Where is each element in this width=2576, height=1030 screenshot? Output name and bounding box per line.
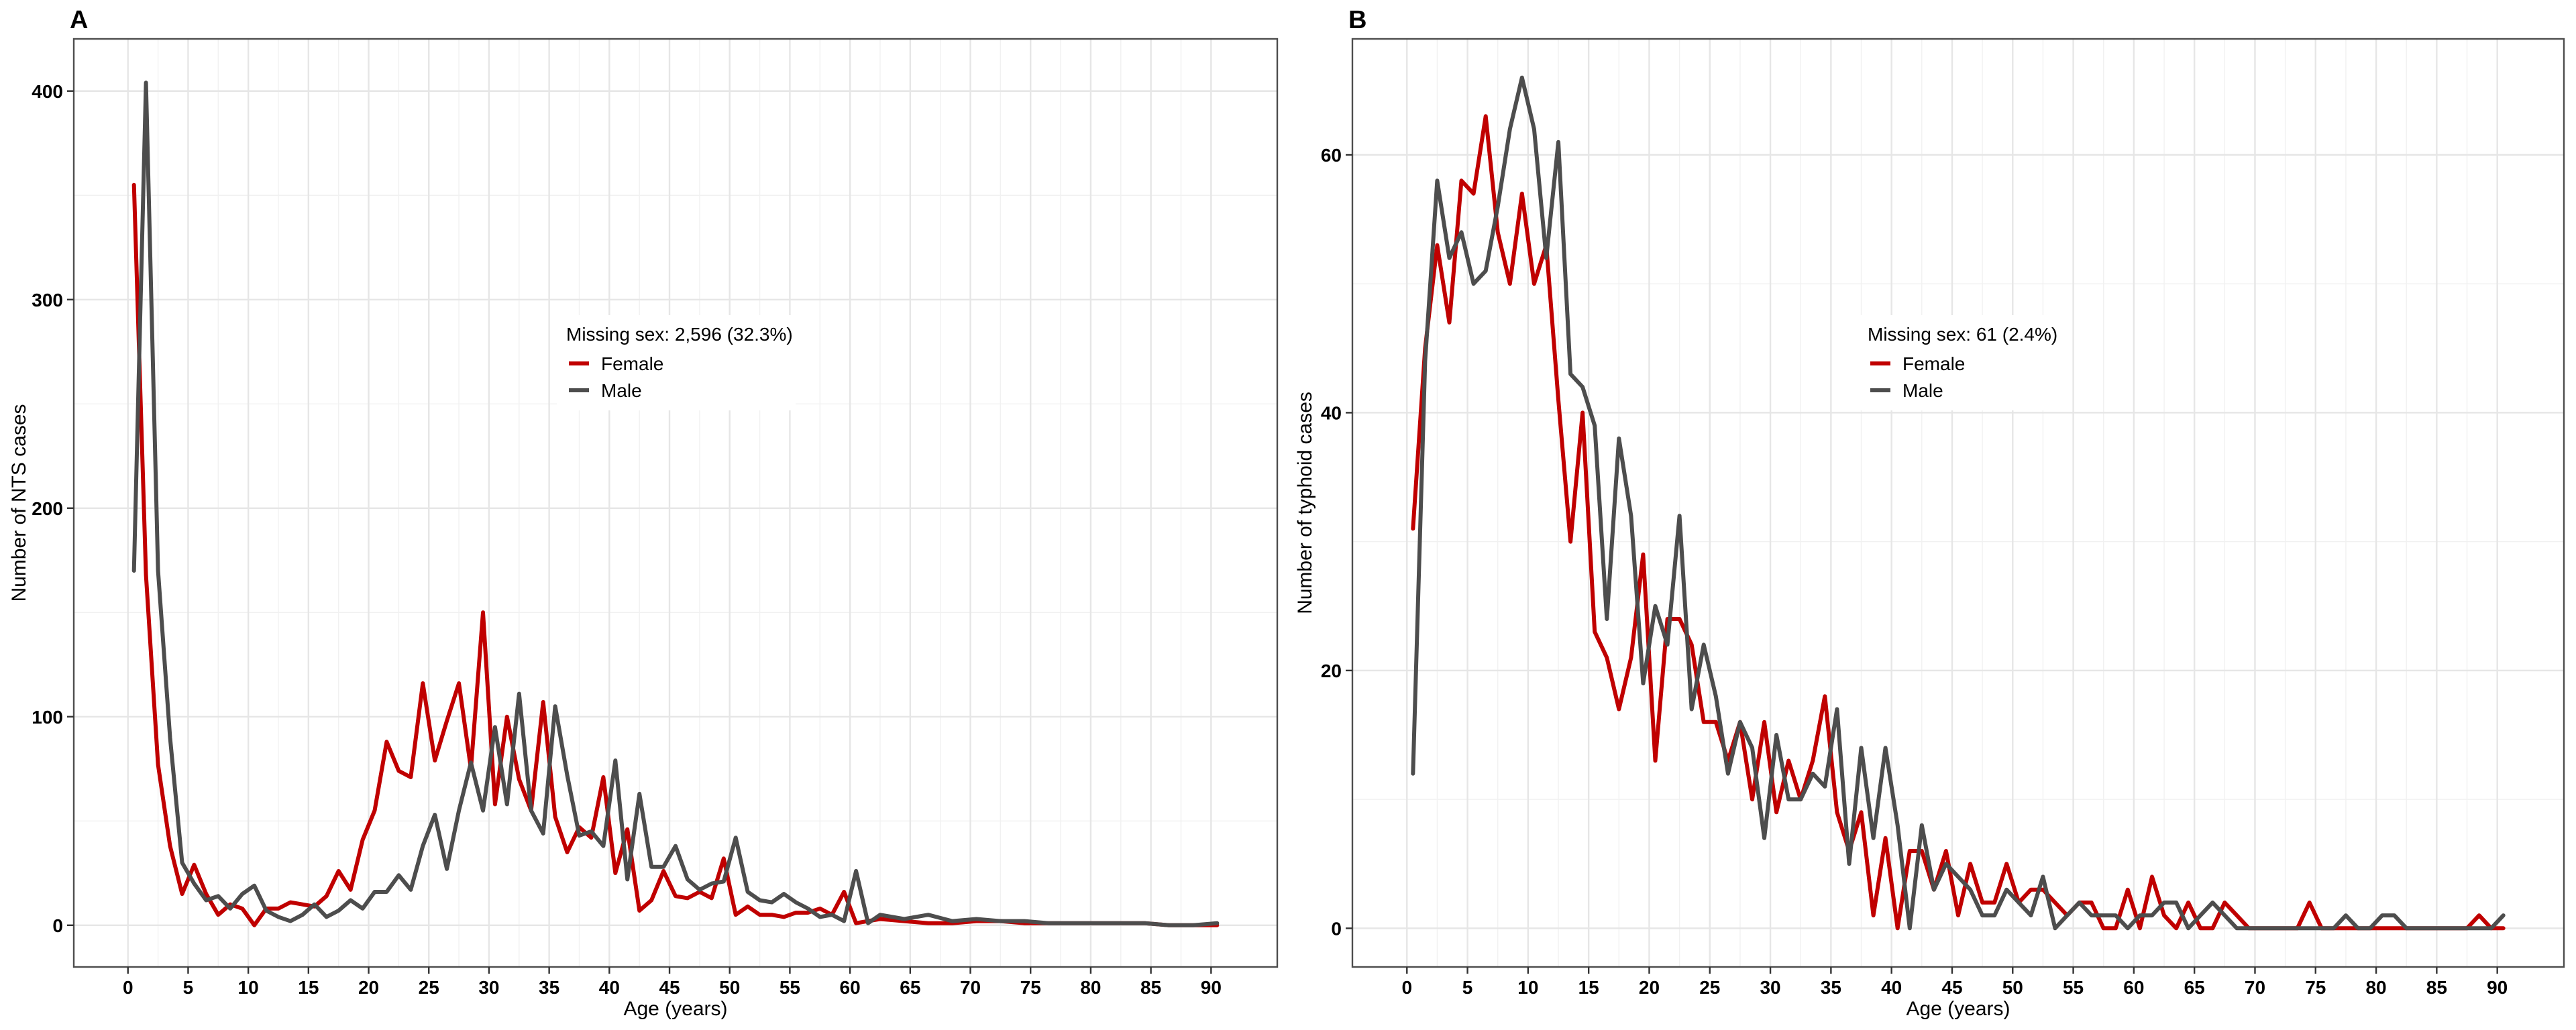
panel-b-axes: 0 5 10 15 20 25 30 35 40 45 50 55 60 65 70 75 80 85 90 0 20 4… [1321,145,2508,998]
x-tick-label: 15 [298,977,319,998]
x-tick-label: 80 [1080,977,1101,998]
x-tick-label: 15 [1578,977,1599,998]
y-tick-label: 40 [1321,402,1342,423]
x-tick-label: 0 [123,977,133,998]
panel-b-legend-title: Missing sex: 61 (2.4%) [1868,324,2057,345]
panel-a-chart: A 0 5 10 15 20 25 30 35 40 45 50 55 60 65 70 75 80 85 90 0 1… [8,6,1279,1020]
panel-b-y-axis-title: Number of typhoid cases [1294,392,1316,614]
x-tick-label: 25 [1699,977,1720,998]
x-tick-label: 10 [1517,977,1538,998]
panel-a-series-male [131,80,1220,927]
panel-b-series-male [1411,75,2506,931]
x-tick-label: 75 [1020,977,1041,998]
panel-b-plot-frame [1351,38,2565,968]
x-tick-label: 40 [1881,977,1902,998]
x-tick-label: 90 [1201,977,1222,998]
panel-a-y-axis-title: Number of NTS cases [8,404,30,602]
panel-a-legend-label-male: Male [601,380,642,401]
panel-b-legend-label-female: Female [1902,353,1965,374]
x-tick-label: 70 [2245,977,2265,998]
panel-b-x-axis-title: Age (years) [1906,998,2010,1020]
panel-b-series [1411,75,2506,931]
x-tick-label: 5 [183,977,194,998]
y-tick-label: 100 [32,707,63,728]
panel-b-legend-box [1858,315,2059,410]
panel-a-axes: 0 5 10 15 20 25 30 35 40 45 50 55 60 65 70 75 80 85 90 0 100… [32,81,1222,998]
x-tick-label: 45 [659,977,680,998]
y-tick-label: 60 [1321,145,1342,166]
x-tick-label: 75 [2305,977,2326,998]
panel-b-legend: Missing sex: 61 (2.4%) Female Male [1858,315,2059,410]
x-tick-label: 5 [1462,977,1473,998]
x-tick-label: 85 [1140,977,1161,998]
y-tick-label: 20 [1321,661,1342,681]
x-tick-label: 30 [1760,977,1780,998]
panel-b-grid [1352,39,2564,967]
y-tick-label: 0 [1331,918,1342,939]
x-tick-label: 0 [1401,977,1412,998]
x-tick-label: 50 [719,977,740,998]
x-tick-label: 65 [2184,977,2205,998]
x-tick-label: 50 [2002,977,2023,998]
panel-b-chart: B 0 5 10 15 20 25 30 35 40 45 50 55 60 65 70 75 80 85 90 0 2… [1294,6,2565,1020]
x-tick-label: 85 [2426,977,2447,998]
x-tick-label: 25 [419,977,439,998]
panel-a-legend: Missing sex: 2,596 (32.3%) Female Male [557,315,796,410]
panel-a-tag: A [70,6,88,34]
panel-a-grid [74,39,1277,967]
x-tick-label: 45 [1941,977,1962,998]
x-tick-label: 20 [358,977,379,998]
x-tick-label: 10 [238,977,259,998]
panel-a-legend-title: Missing sex: 2,596 (32.3%) [566,324,793,345]
x-tick-label: 70 [960,977,981,998]
y-tick-label: 300 [32,290,63,310]
panel-a-legend-label-female: Female [601,353,663,374]
y-tick-label: 200 [32,498,63,519]
panel-a-plot-frame [72,38,1279,968]
panel-a-x-axis-title: Age (years) [623,998,727,1020]
x-tick-label: 35 [1821,977,1841,998]
panel-a-legend-box [557,315,796,410]
y-tick-label: 0 [52,915,63,936]
panel-b-tag: B [1348,6,1366,34]
x-tick-label: 55 [780,977,800,998]
x-tick-label: 60 [2123,977,2144,998]
x-tick-label: 55 [2063,977,2084,998]
x-tick-label: 80 [2365,977,2386,998]
x-tick-label: 65 [900,977,920,998]
x-tick-label: 60 [840,977,861,998]
x-tick-label: 40 [599,977,620,998]
x-tick-label: 35 [539,977,559,998]
panel-b-legend-label-male: Male [1902,380,1943,401]
x-tick-label: 90 [2487,977,2508,998]
panel-a-series [131,80,1220,927]
x-tick-label: 20 [1639,977,1660,998]
y-tick-label: 400 [32,81,63,102]
x-tick-label: 30 [478,977,499,998]
